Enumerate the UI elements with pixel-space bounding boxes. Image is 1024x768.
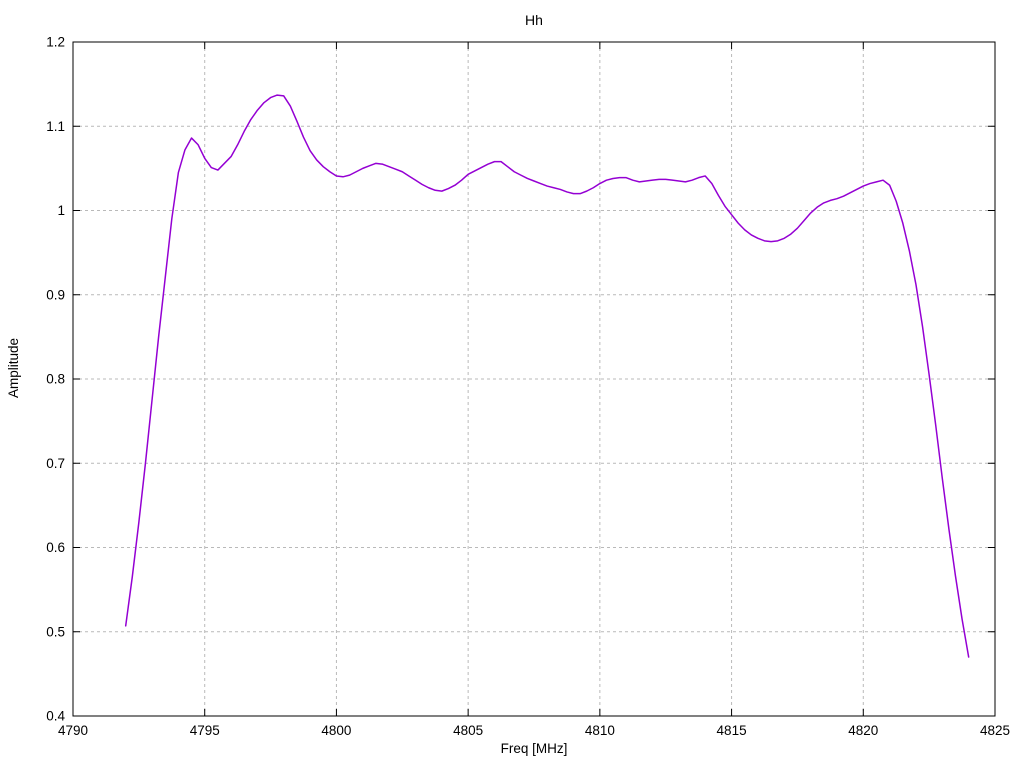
y-tick-label: 1.2 bbox=[46, 35, 65, 50]
x-tick-label: 4800 bbox=[321, 723, 351, 738]
x-tick-label: 4805 bbox=[453, 723, 483, 738]
y-tick-label: 0.9 bbox=[46, 287, 65, 302]
y-axis-label: Amplitude bbox=[6, 338, 21, 398]
y-tick-label: 0.7 bbox=[46, 456, 65, 471]
chart-title: Hh bbox=[525, 12, 543, 28]
x-tick-label: 4815 bbox=[717, 723, 747, 738]
y-tick-label: 1.1 bbox=[46, 119, 65, 134]
x-tick-label: 4795 bbox=[190, 723, 220, 738]
x-tick-label: 4810 bbox=[585, 723, 615, 738]
y-tick-label: 0.5 bbox=[46, 624, 65, 639]
series-line-hh bbox=[124, 94, 970, 658]
x-tick-label: 4825 bbox=[980, 723, 1010, 738]
y-tick-label: 0.8 bbox=[46, 372, 65, 387]
y-tick-label: 1 bbox=[57, 203, 65, 218]
y-tick-labels: 0.4 0.5 0.6 0.7 0.8 0.9 1 1.1 1.2 bbox=[46, 35, 65, 724]
x-tick-labels: 4790 4795 4800 4805 4810 4815 4820 4825 bbox=[58, 723, 1010, 738]
x-tick-label: 4820 bbox=[848, 723, 878, 738]
grid-lines bbox=[73, 42, 995, 716]
axis-ticks bbox=[72, 41, 996, 717]
x-axis-label: Freq [MHz] bbox=[501, 741, 568, 756]
y-tick-label: 0.4 bbox=[46, 709, 65, 724]
y-tick-label: 0.6 bbox=[46, 540, 65, 555]
x-tick-label: 4790 bbox=[58, 723, 88, 738]
